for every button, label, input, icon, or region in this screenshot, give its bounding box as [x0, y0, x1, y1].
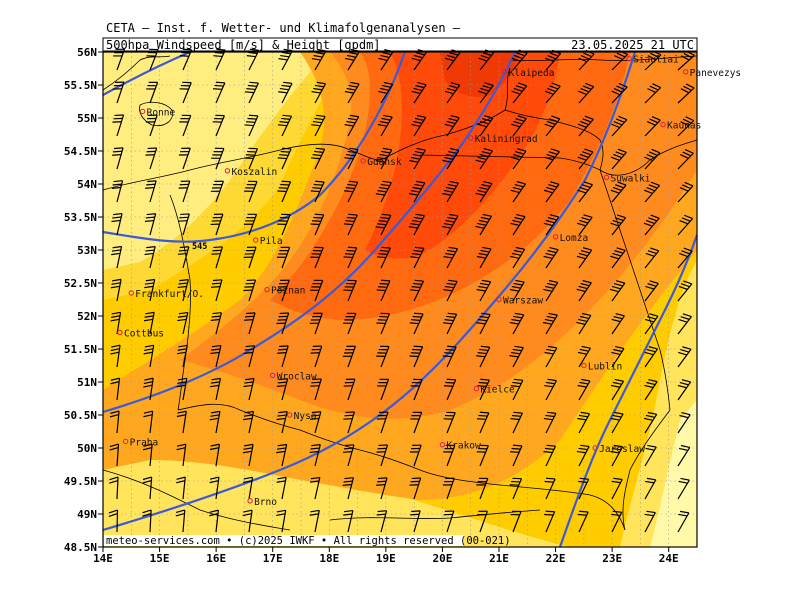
city-label: Praha	[130, 437, 159, 448]
lat-tick-label: 53N	[77, 244, 97, 257]
lat-tick-label: 49N	[77, 508, 97, 521]
city-marker: Wroclaw	[271, 371, 318, 382]
lat-tick-label: 52N	[77, 310, 97, 323]
lat-tick-label: 51.5N	[64, 343, 97, 356]
city-label: Pila	[260, 236, 283, 247]
lon-tick-label: 22E	[546, 552, 566, 565]
city-label: Nysa	[294, 411, 317, 422]
city-label: Suwalki	[610, 173, 650, 184]
city-label: Kaliningrad	[475, 134, 538, 145]
city-marker: Poznan	[265, 286, 306, 297]
lat-tick-label: 49.5N	[64, 475, 97, 488]
city-marker: Siauliai	[627, 55, 679, 66]
lat-tick-label: 54N	[77, 178, 97, 191]
lon-tick-label: 14E	[93, 552, 113, 565]
city-marker: Kielce	[474, 385, 515, 396]
city-marker: Kaunas	[661, 121, 702, 132]
city-marker: Lublin	[582, 362, 623, 373]
city-marker: Koszalin	[225, 167, 277, 178]
city-label: Ronne	[147, 107, 176, 118]
city-label: Brno	[254, 497, 277, 508]
lon-tick-label: 23E	[602, 552, 622, 565]
city-marker: Jaroslaw	[593, 444, 645, 455]
header-institute: CETA — Inst. f. Wetter- und Klimafolgena…	[106, 21, 461, 35]
lat-tick-label: 51N	[77, 376, 97, 389]
lon-tick-label: 24E	[659, 552, 679, 565]
city-marker: Warszaw	[497, 296, 544, 307]
contour-label-545: 545	[192, 242, 207, 252]
city-label: Lomza	[560, 233, 589, 244]
lon-tick-label: 15E	[150, 552, 170, 565]
city-label: Koszalin	[231, 167, 277, 178]
city-label: Frankfurt/O.	[135, 289, 204, 300]
city-marker: Kaliningrad	[469, 134, 538, 145]
city-marker: Lomza	[553, 233, 588, 244]
footer-credit: meteo-services.com • (c)2025 IWKF • All …	[106, 535, 511, 547]
city-label: Klaipeda	[509, 68, 555, 79]
city-label: Kaunas	[667, 121, 701, 132]
lat-tick-label: 48.5N	[64, 541, 97, 554]
lon-tick-label: 18E	[319, 552, 339, 565]
city-marker: Suwalki	[604, 173, 651, 184]
city-marker: Klaipeda	[502, 68, 554, 79]
lon-tick-label: 17E	[263, 552, 283, 565]
city-marker: Panevezys	[683, 68, 741, 79]
city-label: Wroclaw	[277, 371, 317, 382]
city-label: Krakow	[446, 441, 481, 452]
city-marker: Krakow	[440, 441, 481, 452]
lat-tick-label: 52.5N	[64, 277, 97, 290]
city-marker: Cottbus	[118, 329, 164, 340]
city-marker: Gdansk	[361, 157, 402, 168]
city-label: Warszaw	[503, 296, 543, 307]
city-label: Siauliai	[633, 55, 679, 66]
lat-tick-label: 50.5N	[64, 409, 97, 422]
lat-tick-label: 53.5N	[64, 211, 97, 224]
header-product: 500hpa Windspeed [m/s] & Height [gpdm]	[106, 38, 381, 52]
lat-tick-label: 50N	[77, 442, 97, 455]
lat-tick-label: 54.5N	[64, 145, 97, 158]
city-label: Jaroslaw	[599, 444, 645, 455]
lat-tick-label: 55N	[77, 112, 97, 125]
city-label: Poznan	[271, 286, 305, 297]
city-label: Lublin	[588, 362, 622, 373]
city-label: Cottbus	[124, 329, 164, 340]
city-marker: Praha	[123, 437, 158, 448]
header-valid-time: 23.05.2025 21 UTC	[571, 38, 694, 52]
city-marker: Frankfurt/O.	[129, 289, 204, 300]
lon-tick-label: 20E	[432, 552, 452, 565]
city-label: Gdansk	[367, 157, 402, 168]
lon-tick-label: 21E	[489, 552, 509, 565]
city-marker: Ronne	[140, 107, 175, 118]
lon-tick-label: 19E	[376, 552, 396, 565]
lon-tick-label: 16E	[206, 552, 226, 565]
city-label: Kielce	[480, 385, 515, 396]
lat-tick-label: 55.5N	[64, 79, 97, 92]
lat-tick-label: 56N	[77, 46, 97, 59]
